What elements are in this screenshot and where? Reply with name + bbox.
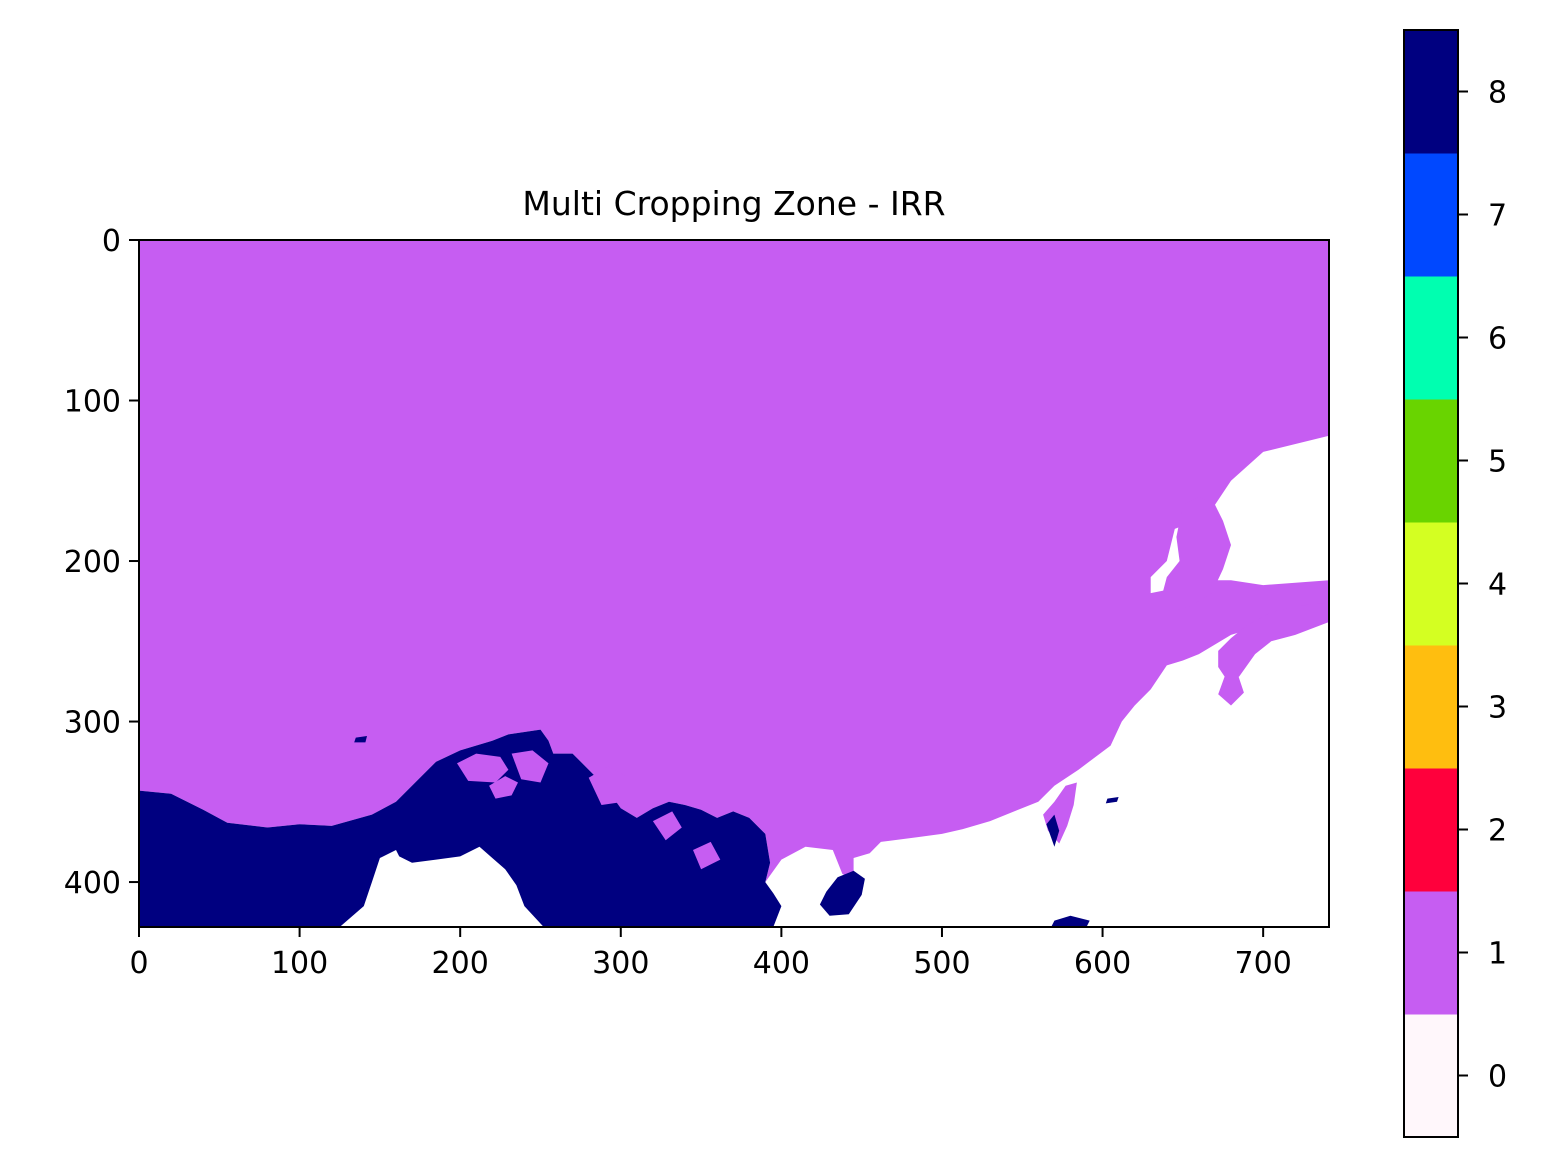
colorbar-tick-label: 5 [1488, 445, 1507, 480]
colorbar-tick-label: 3 [1488, 691, 1507, 726]
colorbar: 0 1 2 3 4 5 6 7 8 [1403, 29, 1507, 1138]
colorbar-segment-4 [1404, 522, 1458, 646]
zone-8-hainan [819, 870, 865, 916]
y-tick-label: 0 [102, 224, 121, 259]
colorbar-tick-label: 4 [1488, 568, 1507, 603]
plot-area [138, 239, 1330, 928]
zone-8 [139, 729, 782, 927]
zone-1-in-8-a [457, 753, 509, 783]
colorbar-segment-2 [1404, 768, 1458, 892]
colorbar-tick-label: 8 [1488, 76, 1507, 111]
x-axis: 0 100 200 300 400 500 600 700 [129, 927, 1292, 981]
colorbar-tick-label: 1 [1488, 937, 1507, 972]
zone-1-in-8-e [652, 811, 682, 841]
zone-8-ryukyu [1105, 797, 1119, 804]
zone-1-korea [1160, 496, 1231, 613]
colorbar-tick-label: 0 [1488, 1060, 1507, 1095]
colorbar-segment-1 [1404, 891, 1458, 1015]
colorbar-segment-7 [1404, 153, 1458, 277]
colorbar-segment-5 [1404, 399, 1458, 523]
x-tick-label: 0 [129, 946, 148, 981]
zone-1-in-8-f [693, 841, 721, 870]
zone-1-in-8-c [511, 750, 549, 783]
y-tick-label: 100 [64, 385, 121, 420]
zones-layer [139, 240, 1329, 927]
x-tick-label: 200 [432, 946, 489, 981]
chart-title: Multi Cropping Zone - IRR [522, 184, 945, 223]
zone-8-spot [354, 736, 367, 743]
x-tick-label: 700 [1235, 946, 1292, 981]
colorbar-ticks: 0 1 2 3 4 5 6 7 8 [1458, 76, 1507, 1095]
zone-8-taiwan [1046, 814, 1060, 847]
colorbar-segment-0 [1404, 1014, 1458, 1138]
y-tick-label: 200 [64, 545, 121, 580]
zone-1-japan [1218, 602, 1329, 682]
zone-8-luzon [1051, 915, 1090, 927]
colorbar-segment-3 [1404, 645, 1458, 769]
colorbar-tick-label: 6 [1488, 322, 1507, 357]
y-tick-label: 300 [64, 706, 121, 741]
x-tick-label: 500 [913, 946, 970, 981]
x-tick-label: 600 [1074, 946, 1131, 981]
x-tick-label: 100 [271, 946, 328, 981]
zone-1-in-8-b [489, 776, 518, 799]
colorbar-tick-label: 7 [1488, 199, 1507, 234]
x-tick-label: 400 [753, 946, 810, 981]
colorbar-segment-8 [1404, 30, 1458, 154]
y-tick-label: 400 [64, 866, 121, 901]
zone-1-in-8-d [588, 766, 629, 805]
x-tick-label: 300 [592, 946, 649, 981]
zone-1-kyushu [1218, 673, 1244, 706]
zone-1 [139, 240, 1329, 883]
colorbar-tick-label: 2 [1488, 814, 1507, 849]
colorbar-segment-6 [1404, 276, 1458, 400]
y-axis: 0 100 200 300 400 [64, 224, 139, 901]
plot-frame [138, 239, 1330, 928]
colorbar-segments [1404, 30, 1458, 1138]
